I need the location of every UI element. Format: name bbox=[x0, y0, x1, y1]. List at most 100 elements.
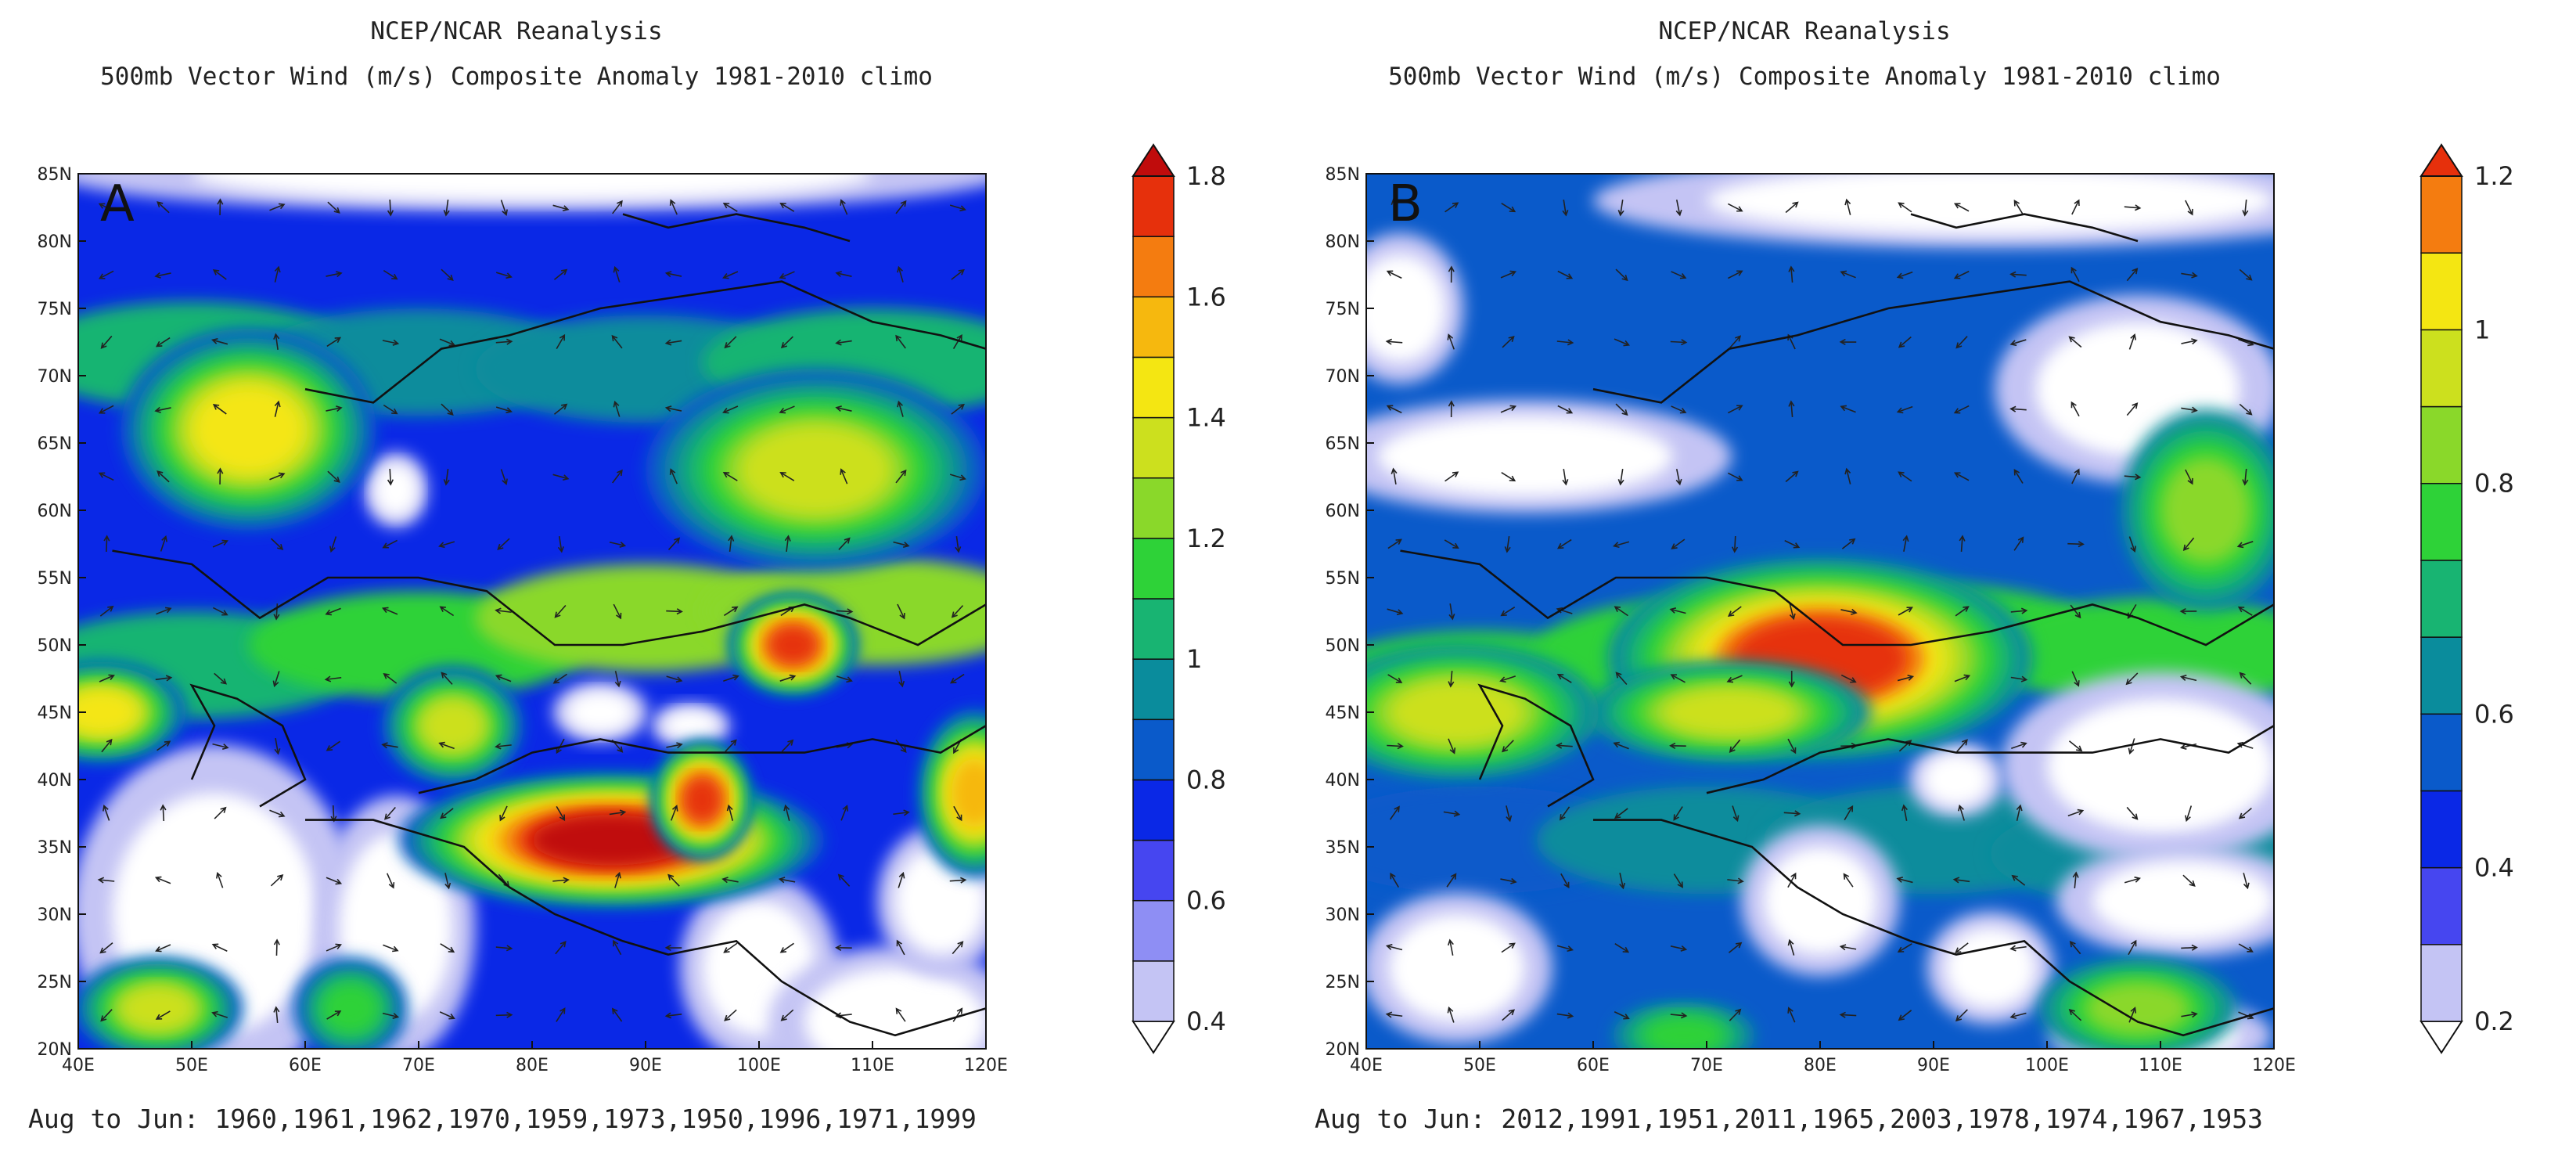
wind-vector bbox=[1386, 270, 1402, 279]
wind-vector bbox=[1788, 265, 1795, 283]
colorbar-segment bbox=[2420, 405, 2463, 484]
wind-vector bbox=[1562, 199, 1569, 217]
anomaly-minimum bbox=[373, 463, 419, 517]
wind-vector bbox=[897, 603, 905, 620]
x-tick-label: 60E bbox=[1577, 1056, 1610, 1075]
wind-vector bbox=[2179, 743, 2197, 750]
wind-vector bbox=[555, 941, 567, 955]
y-tick-label: 50N bbox=[38, 636, 72, 656]
wind-vector bbox=[499, 805, 508, 822]
wind-vector bbox=[495, 945, 513, 952]
wind-vector bbox=[1444, 539, 1459, 549]
wind-vector bbox=[2239, 672, 2252, 685]
y-tick-label: 35N bbox=[38, 838, 72, 858]
wind-vector bbox=[2243, 873, 2250, 890]
coastline bbox=[305, 819, 986, 1037]
wind-vector bbox=[835, 405, 852, 412]
wind-vector bbox=[1729, 335, 1742, 349]
wind-vector bbox=[1955, 942, 1969, 954]
wind-vector bbox=[382, 607, 398, 615]
wind-vector bbox=[895, 469, 907, 484]
wind-vector bbox=[1556, 673, 1572, 683]
wind-vector bbox=[1671, 405, 1687, 414]
wind-vector bbox=[441, 672, 453, 685]
wind-vector bbox=[557, 535, 564, 553]
wind-vector bbox=[1729, 1008, 1742, 1021]
wind-vector bbox=[2011, 874, 2026, 886]
wind-vector bbox=[1556, 1012, 1574, 1019]
wind-vector bbox=[2071, 671, 2080, 687]
wind-vector bbox=[383, 269, 398, 280]
wind-vector bbox=[2126, 402, 2139, 416]
wind-vector bbox=[1727, 877, 1744, 884]
wind-vector bbox=[1502, 335, 1515, 348]
wind-vector bbox=[2070, 604, 2081, 619]
wind-vector bbox=[1556, 339, 1574, 346]
wind-vector bbox=[724, 1009, 737, 1021]
wind-vector bbox=[1901, 804, 1908, 821]
wind-vector bbox=[897, 265, 904, 283]
wind-vector bbox=[2179, 607, 2197, 615]
wind-vector bbox=[2009, 271, 2027, 278]
wind-vector bbox=[2126, 268, 2139, 282]
wind-vector bbox=[1953, 405, 1970, 414]
wind-vector bbox=[1675, 200, 1682, 217]
colorbar-segment bbox=[1132, 296, 1175, 358]
panel-a: NCEP/NCAR Reanalysis 500mb Vector Wind (… bbox=[28, 17, 1226, 1134]
wind-vector bbox=[1387, 674, 1403, 683]
wind-vector bbox=[212, 743, 229, 750]
wind-vector bbox=[1500, 607, 1516, 617]
wind-vector bbox=[949, 877, 967, 884]
wind-vector bbox=[1788, 670, 1795, 688]
wind-vector bbox=[556, 738, 565, 754]
anomaly-contour bbox=[194, 387, 303, 473]
wind-vector bbox=[1556, 945, 1574, 953]
colorbar-tick-label: 1.8 bbox=[1186, 161, 1226, 191]
wind-vector bbox=[2071, 266, 2080, 283]
wind-vector bbox=[98, 203, 114, 212]
wind-vector bbox=[273, 938, 280, 956]
x-tick-label: 90E bbox=[1917, 1056, 1950, 1075]
wind-vector bbox=[211, 337, 228, 345]
wind-vector bbox=[272, 671, 280, 688]
wind-vector bbox=[217, 467, 224, 485]
wind-vector bbox=[2009, 405, 2027, 412]
wind-vector bbox=[552, 877, 570, 884]
wind-vector bbox=[154, 406, 171, 413]
wind-vector bbox=[270, 538, 284, 551]
wind-vector bbox=[441, 403, 454, 416]
wind-vector bbox=[495, 674, 512, 682]
coastline bbox=[304, 280, 986, 404]
anomaly-minimum bbox=[1922, 752, 1991, 807]
wind-vector bbox=[1501, 472, 1516, 482]
wind-vector bbox=[103, 804, 110, 821]
anomaly-contour bbox=[119, 985, 196, 1032]
chart-title: NCEP/NCAR Reanalysis bbox=[370, 17, 663, 45]
chart-footer: Aug to Jun: 2012,1991,1951,2011,1965,200… bbox=[1315, 1104, 2263, 1134]
wind-vector bbox=[609, 809, 627, 816]
y-tick-label: 50N bbox=[1326, 636, 1360, 656]
wind-vector bbox=[327, 470, 340, 483]
wind-vector bbox=[1502, 1009, 1516, 1021]
wind-vector bbox=[2009, 945, 2027, 952]
wind-vector bbox=[953, 805, 962, 822]
wind-vector bbox=[1727, 405, 1743, 414]
y-tick-label: 45N bbox=[1326, 704, 1360, 723]
wind-vector bbox=[1448, 603, 1455, 621]
wind-vectors bbox=[1385, 198, 2254, 1023]
wind-vector bbox=[1840, 270, 1856, 279]
chart-footer: Aug to Jun: 1960,1961,1962,1970,1959,197… bbox=[28, 1104, 977, 1134]
wind-vector bbox=[778, 877, 796, 884]
wind-vector bbox=[1613, 741, 1629, 750]
wind-vector bbox=[2128, 939, 2137, 956]
wind-vector bbox=[1788, 400, 1795, 418]
wind-vector bbox=[495, 406, 513, 414]
y-tick-label: 85N bbox=[1326, 165, 1360, 185]
y-tick-label: 60N bbox=[1326, 502, 1360, 521]
wind-vector bbox=[1391, 467, 1398, 484]
wind-vector bbox=[2072, 871, 2079, 889]
wind-vector bbox=[2016, 804, 2023, 821]
wind-vector bbox=[1787, 1007, 1796, 1023]
colorbar-min-arrow bbox=[2419, 1021, 2463, 1054]
coastline bbox=[622, 213, 851, 243]
